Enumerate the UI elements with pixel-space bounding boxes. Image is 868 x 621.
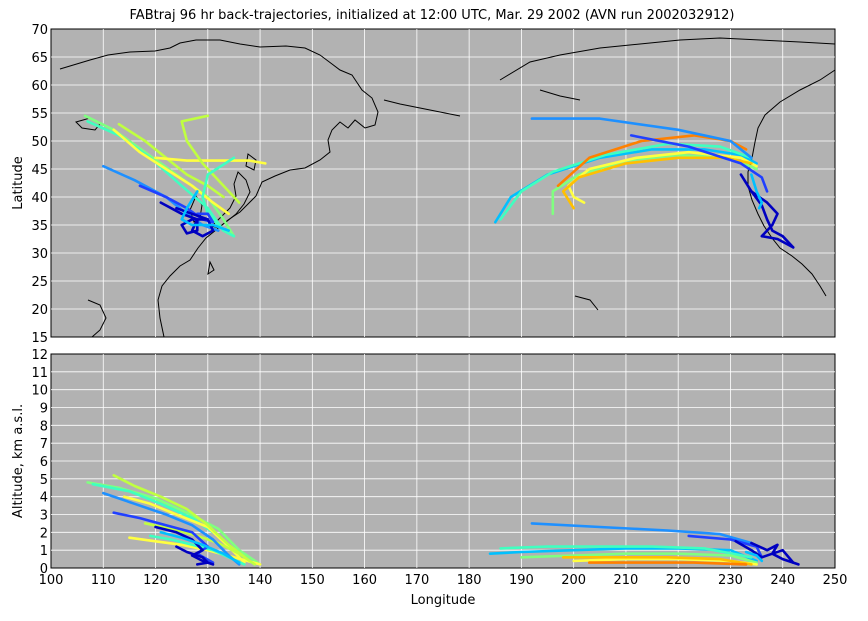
altitude-trajectory-4: [112, 474, 251, 563]
x-tick-label: 120: [143, 573, 168, 588]
altitude-trajectory-23: [744, 550, 764, 563]
y-tick-label: 40: [31, 191, 48, 206]
y-tick-label: 11: [31, 366, 48, 381]
y-tick-label: 6: [40, 455, 48, 470]
altitude-trajectory-15: [520, 552, 758, 564]
x-tick-label: 130: [195, 573, 220, 588]
y-tick-label: 4: [40, 491, 48, 506]
map-grid: [51, 29, 835, 337]
map-panel: 15 20 25 30 35 40 45 50 55 60 65 70 Latitude: [11, 23, 836, 346]
map-trajectory-14: [499, 142, 753, 221]
altitude-trajectory-13: [488, 547, 758, 563]
map-latitude-ticks: 15 20 25 30 35 40 45 50 55 60 65 70: [31, 23, 48, 346]
y-tick-label: 50: [31, 135, 48, 150]
y-tick-label: 8: [40, 419, 48, 434]
x-tick-label: 240: [770, 573, 795, 588]
y-tick-label: 70: [31, 23, 48, 38]
y-tick-label: 9: [40, 402, 48, 417]
altitude-trajectory-5: [128, 536, 262, 566]
map-trajectory-19: [530, 117, 753, 160]
x-tick-label: 250: [823, 573, 848, 588]
map-trajectory-2: [86, 120, 225, 232]
y-tick-label: 35: [31, 219, 48, 234]
altitude-trajectory-20: [687, 534, 764, 559]
map-trajectory-4: [117, 122, 225, 199]
x-tick-label: 160: [352, 573, 377, 588]
map-trajectory-16: [567, 150, 758, 204]
altitude-trajectory-6: [143, 522, 257, 566]
altitude-trajectory-21: [734, 540, 795, 564]
altitude-trajectory-14: [499, 545, 753, 559]
altitude-trajectory-19: [530, 522, 753, 545]
y-tick-label: 7: [40, 437, 48, 452]
map-trajectory-23: [750, 173, 764, 210]
chart-title: FABtraj 96 hr back-trajectories, initial…: [130, 8, 735, 23]
x-tick-label: 170: [404, 573, 429, 588]
x-tick-label: 180: [457, 573, 482, 588]
x-tick-label: 200: [561, 573, 586, 588]
coastlines: [59, 37, 836, 338]
x-tick-label: 150: [300, 573, 325, 588]
y-tick-label: 60: [31, 79, 48, 94]
altitude-trajectory-1: [86, 481, 262, 566]
y-tick-label: 12: [31, 348, 48, 363]
map-trajectory-20: [629, 134, 769, 193]
altitude-trajectories: [86, 474, 800, 566]
map-trajectory-3: [112, 128, 230, 216]
map-trajectory-11: [175, 206, 215, 238]
y-tick-label: 0: [40, 562, 48, 577]
x-tick-label: 140: [248, 573, 273, 588]
map-plot-area: [50, 28, 836, 338]
altitude-trajectory-10: [154, 525, 215, 566]
map-trajectory-22: [750, 190, 795, 249]
y-tick-label: 3: [40, 509, 48, 524]
map-trajectory-12: [180, 190, 230, 232]
x-tick-label: 230: [718, 573, 743, 588]
x-axis-label: Longitude: [411, 593, 476, 608]
y-tick-label: 2: [40, 526, 48, 541]
map-trajectory-13: [494, 148, 758, 224]
y-tick-label: 1: [40, 544, 48, 559]
altitude-trajectory-17: [561, 556, 753, 566]
map-y-axis-label: Latitude: [11, 156, 26, 210]
y-tick-label: 15: [31, 331, 48, 346]
altitude-trajectory-12: [159, 531, 241, 564]
altitude-trajectory-11: [175, 545, 210, 566]
map-trajectory-5: [154, 156, 267, 165]
x-tick-label: 190: [509, 573, 534, 588]
altitude-trajectory-22: [750, 541, 800, 566]
altitude-y-axis-label: Altitude, km a.s.l.: [11, 404, 26, 518]
y-tick-label: 5: [40, 473, 48, 488]
map-trajectory-7: [201, 156, 236, 238]
y-tick-label: 25: [31, 275, 48, 290]
y-tick-label: 20: [31, 303, 48, 318]
y-tick-label: 30: [31, 247, 48, 262]
x-tick-label: 110: [91, 573, 116, 588]
y-tick-label: 55: [31, 107, 48, 122]
y-tick-label: 45: [31, 163, 48, 178]
map-trajectory-6: [180, 114, 241, 204]
x-tick-label: 100: [39, 573, 64, 588]
map-trajectories: [83, 114, 795, 249]
y-tick-label: 65: [31, 51, 48, 66]
x-tick-label: 210: [614, 573, 639, 588]
longitude-ticks: 100 110 120 130 140 150 160 170 180 190 200 210 220 2…: [39, 573, 848, 588]
altitude-trajectory-18: [588, 561, 748, 566]
x-tick-label: 220: [666, 573, 691, 588]
y-tick-label: 10: [31, 384, 48, 399]
